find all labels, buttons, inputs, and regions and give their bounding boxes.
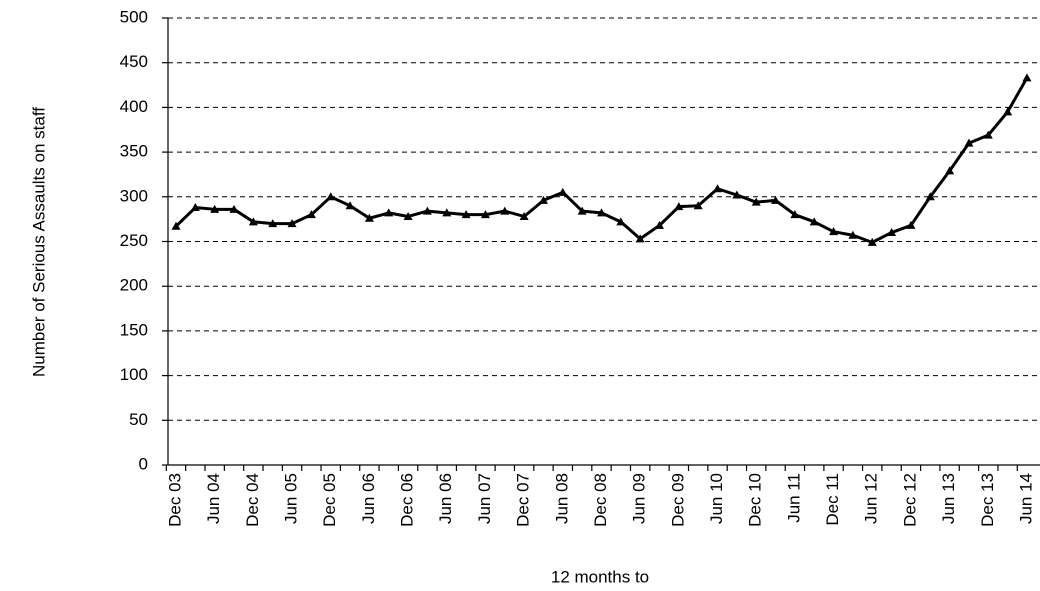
x-tick-label: Jun 13 bbox=[939, 473, 958, 524]
x-tick-label: Jun 14 bbox=[1016, 473, 1035, 524]
x-tick-label: Jun 06 bbox=[359, 473, 378, 524]
y-tick-label: 250 bbox=[120, 231, 148, 250]
point-marker bbox=[500, 206, 510, 215]
point-marker bbox=[210, 204, 220, 213]
point-marker bbox=[577, 206, 587, 215]
x-tick-label: Dec 03 bbox=[165, 473, 184, 527]
point-marker bbox=[809, 217, 819, 226]
x-tick-label: Dec 06 bbox=[398, 473, 417, 527]
point-marker bbox=[538, 195, 548, 204]
point-marker bbox=[732, 190, 742, 199]
point-marker bbox=[519, 211, 529, 220]
x-tick-label: Dec 04 bbox=[243, 473, 262, 527]
x-tick-label: Jun 09 bbox=[630, 473, 649, 524]
y-tick-label: 0 bbox=[139, 454, 148, 473]
x-tick-label: Dec 10 bbox=[746, 473, 765, 527]
x-tick-label: Dec 12 bbox=[900, 473, 919, 527]
point-marker bbox=[403, 211, 413, 220]
point-marker bbox=[771, 195, 781, 204]
point-marker bbox=[461, 210, 471, 219]
point-marker bbox=[655, 220, 664, 229]
y-tick-label: 400 bbox=[120, 97, 148, 116]
x-tick-label: Dec 05 bbox=[320, 473, 339, 527]
y-tick-label: 50 bbox=[129, 410, 148, 429]
point-marker bbox=[983, 130, 993, 139]
y-tick-label: 200 bbox=[120, 276, 148, 295]
series-line bbox=[174, 77, 1029, 244]
x-tick-label: Dec 07 bbox=[514, 473, 533, 527]
y-tick-label: 350 bbox=[120, 142, 148, 161]
point-marker bbox=[693, 201, 703, 210]
point-marker bbox=[442, 208, 452, 217]
x-tick-label: Dec 08 bbox=[591, 473, 610, 527]
point-marker bbox=[364, 213, 374, 222]
point-marker bbox=[635, 234, 645, 243]
y-axis-title: Number of Serious Assaults on staff bbox=[29, 107, 48, 377]
point-marker bbox=[287, 219, 297, 228]
point-marker bbox=[945, 166, 955, 175]
point-marker bbox=[480, 210, 490, 219]
x-tick-label: Jun 04 bbox=[204, 473, 223, 524]
x-axis-title: 12 months to bbox=[551, 567, 649, 586]
point-marker bbox=[906, 220, 916, 229]
point-marker bbox=[326, 192, 336, 201]
y-tick-label: 450 bbox=[120, 52, 148, 71]
point-marker bbox=[674, 202, 684, 211]
x-tick-label: Jun 11 bbox=[784, 473, 803, 523]
y-tick-label: 150 bbox=[120, 320, 148, 339]
point-marker bbox=[829, 227, 839, 236]
x-tick-label: Jun 12 bbox=[862, 473, 881, 524]
y-tick-label: 500 bbox=[120, 7, 148, 26]
point-marker bbox=[558, 187, 568, 196]
point-marker bbox=[229, 204, 239, 213]
point-marker bbox=[713, 184, 723, 193]
point-marker bbox=[1003, 107, 1013, 116]
x-tick-label: Dec 09 bbox=[668, 473, 687, 527]
point-marker bbox=[790, 210, 800, 219]
x-tick-label: Jun 10 bbox=[707, 473, 726, 524]
point-marker bbox=[190, 203, 200, 212]
x-tick-label: Jun 05 bbox=[282, 473, 301, 524]
point-marker bbox=[422, 206, 432, 215]
point-marker bbox=[248, 217, 258, 226]
point-marker bbox=[268, 219, 278, 228]
point-marker bbox=[596, 208, 606, 217]
point-marker bbox=[887, 228, 897, 237]
point-marker bbox=[925, 192, 935, 201]
x-tick-label: Dec 13 bbox=[978, 473, 997, 527]
point-marker bbox=[964, 138, 974, 147]
point-marker bbox=[345, 201, 355, 210]
point-marker bbox=[1022, 73, 1032, 82]
point-marker bbox=[616, 217, 626, 226]
point-marker bbox=[751, 197, 761, 206]
y-tick-label: 300 bbox=[120, 186, 148, 205]
point-marker bbox=[306, 210, 316, 219]
x-tick-label: Jun 06 bbox=[436, 473, 455, 524]
x-tick-label: Jun 08 bbox=[552, 473, 571, 524]
point-marker bbox=[867, 237, 877, 246]
point-marker bbox=[384, 208, 394, 217]
point-marker bbox=[171, 221, 181, 230]
x-tick-label: Dec 11 bbox=[823, 473, 842, 526]
point-marker bbox=[848, 230, 858, 239]
x-tick-label: Jun 07 bbox=[475, 473, 494, 524]
y-tick-label: 100 bbox=[120, 365, 148, 384]
